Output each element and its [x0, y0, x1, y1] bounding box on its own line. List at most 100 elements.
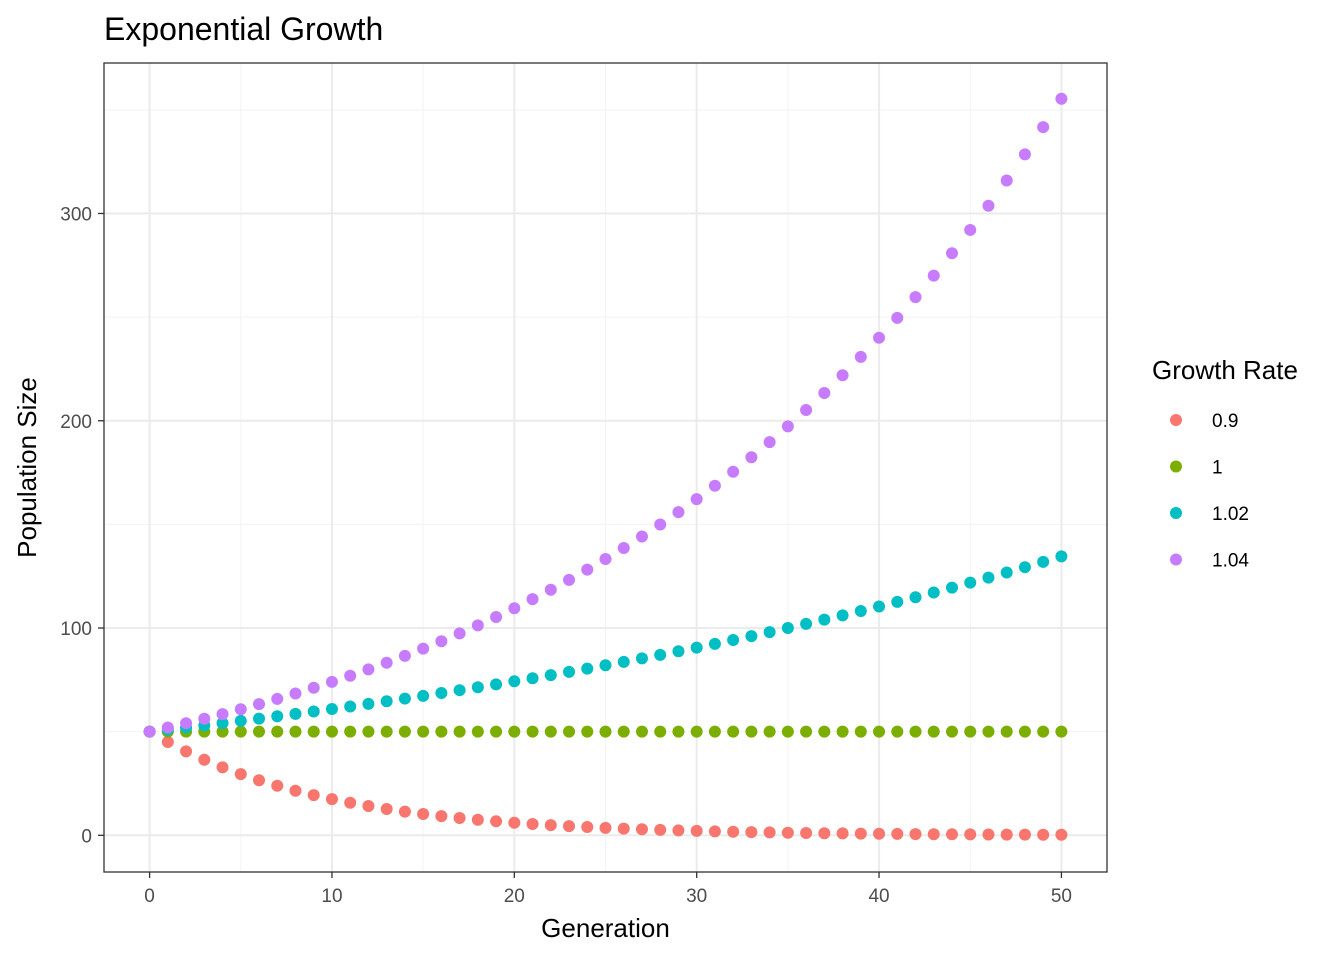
data-point [544, 819, 557, 832]
data-point [873, 725, 886, 738]
data-point [453, 812, 466, 825]
series-1.02 [143, 550, 1068, 738]
data-point [690, 641, 703, 654]
data-point [471, 619, 484, 632]
data-point [964, 828, 977, 841]
data-point [307, 705, 320, 718]
data-point [599, 821, 612, 834]
data-point [453, 684, 466, 697]
data-point [380, 802, 393, 815]
series-0.9 [143, 725, 1068, 841]
y-axis-title: Population Size [12, 377, 42, 558]
data-point [635, 725, 648, 738]
y-axis-ticks: 0 100 200 300 [60, 204, 104, 847]
data-point [289, 707, 302, 720]
data-point [1037, 828, 1050, 841]
data-point [672, 725, 685, 738]
data-point [271, 779, 284, 792]
data-point [781, 725, 794, 738]
data-point [763, 826, 776, 839]
x-axis-ticks: 0 10 20 30 40 50 [144, 872, 1072, 907]
data-point [435, 687, 448, 700]
data-point [362, 663, 375, 676]
data-point [672, 645, 685, 658]
data-point [909, 591, 922, 604]
data-point [690, 725, 703, 738]
data-point [398, 725, 411, 738]
data-point [508, 602, 521, 615]
data-point [180, 745, 193, 758]
data-point [654, 725, 667, 738]
data-point [964, 576, 977, 589]
data-point [289, 725, 302, 738]
data-point [1055, 725, 1068, 738]
data-points [143, 92, 1068, 841]
data-point [982, 725, 995, 738]
data-point [617, 822, 630, 835]
data-point [599, 659, 612, 672]
minor-gridlines [104, 63, 1107, 872]
data-point [708, 637, 721, 650]
x-tick-label: 50 [1051, 886, 1072, 907]
data-point [508, 725, 521, 738]
data-point [435, 810, 448, 823]
data-point [198, 712, 211, 725]
legend-label: 1 [1212, 458, 1223, 479]
data-point [417, 807, 430, 820]
data-point [325, 793, 338, 806]
data-point [1037, 121, 1050, 134]
data-point [927, 586, 940, 599]
data-point [417, 725, 430, 738]
data-point [435, 635, 448, 648]
data-point [362, 800, 375, 813]
data-point [617, 725, 630, 738]
data-point [216, 708, 229, 721]
data-point [891, 311, 904, 324]
data-point [253, 712, 266, 725]
data-point [800, 826, 813, 839]
legend-key [1170, 414, 1182, 426]
data-point [271, 725, 284, 738]
data-point [289, 784, 302, 797]
data-point [854, 350, 867, 363]
data-point [544, 725, 557, 738]
data-point [344, 669, 357, 682]
data-point [544, 669, 557, 682]
legend-label: 1.02 [1212, 504, 1249, 525]
x-tick-label: 0 [144, 886, 155, 907]
data-point [362, 697, 375, 710]
data-point [253, 725, 266, 738]
data-point [964, 223, 977, 236]
plot-panel-border [103, 62, 1108, 873]
data-point [909, 291, 922, 304]
data-point [599, 725, 612, 738]
y-tick-label: 300 [60, 204, 92, 225]
data-point [1000, 725, 1013, 738]
data-point [161, 721, 174, 734]
data-point [526, 817, 539, 830]
data-point [745, 725, 758, 738]
data-point [945, 828, 958, 841]
data-point [398, 692, 411, 705]
data-point [1000, 174, 1013, 187]
data-point [927, 269, 940, 282]
data-point [708, 825, 721, 838]
series-1 [143, 725, 1068, 738]
data-point [854, 827, 867, 840]
data-point [891, 725, 904, 738]
data-point [982, 828, 995, 841]
legend-items: 0.9 1 1.02 1.04 [1170, 411, 1249, 572]
chart-title: Exponential Growth [104, 11, 383, 47]
data-point [982, 199, 995, 212]
data-point [873, 827, 886, 840]
data-point [581, 662, 594, 675]
data-point [490, 815, 503, 828]
data-point [380, 695, 393, 708]
data-point [490, 610, 503, 623]
data-point [1055, 92, 1068, 105]
legend-title: Growth Rate [1152, 355, 1298, 385]
data-point [891, 827, 904, 840]
y-tick-label: 100 [60, 619, 92, 640]
data-point [289, 687, 302, 700]
data-point [1055, 550, 1068, 563]
